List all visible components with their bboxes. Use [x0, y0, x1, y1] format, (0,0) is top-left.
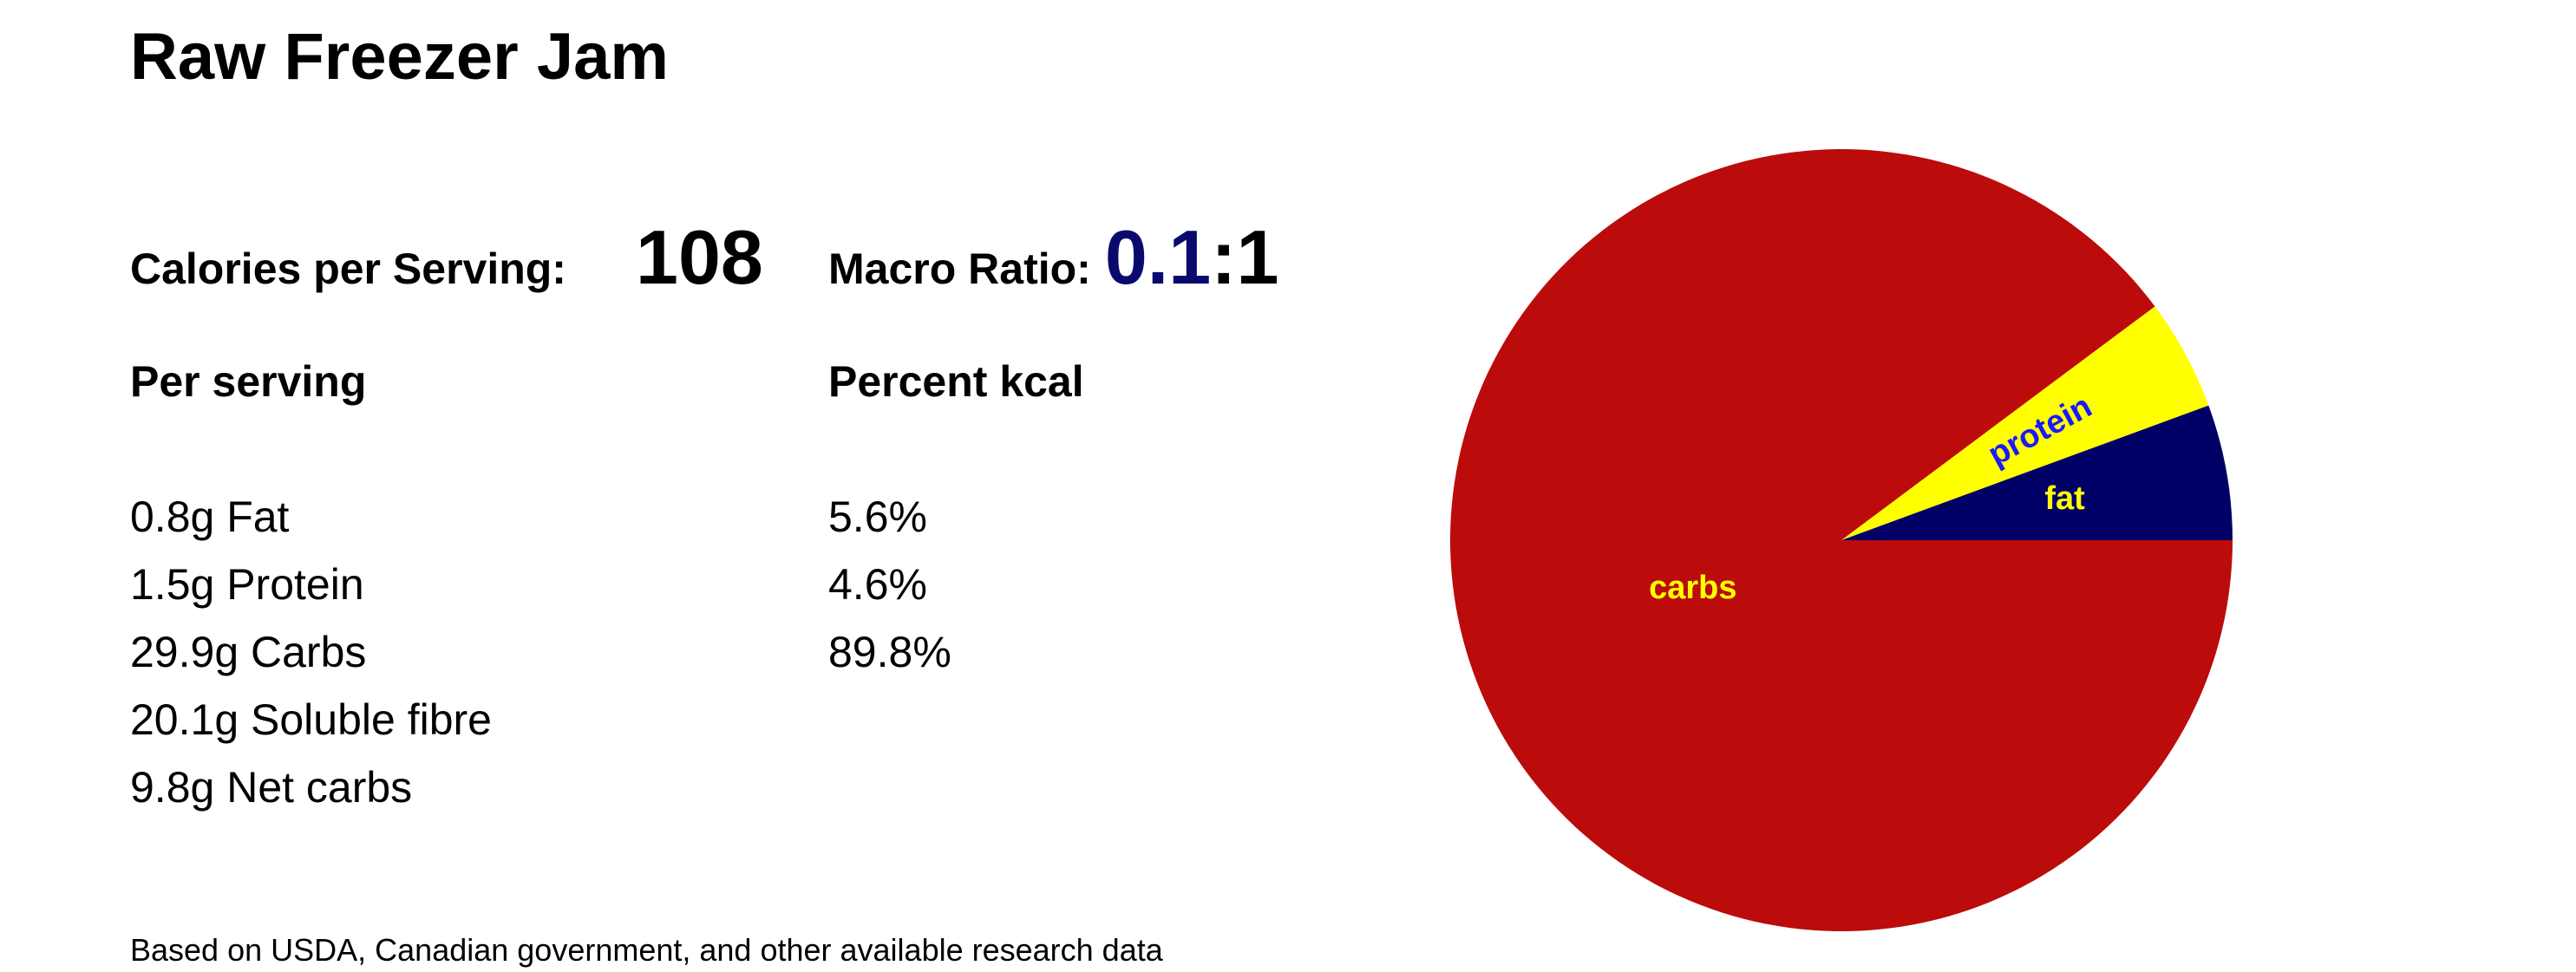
percent-kcal-item: 4.6%	[828, 560, 927, 609]
per-serving-item: 20.1g Soluble fibre	[130, 695, 492, 744]
slice-label: carbs	[1649, 570, 1736, 606]
percent-kcal-item: 89.8%	[828, 628, 951, 676]
pie-slice	[1449, 148, 2233, 931]
percent-kcal-item: 5.6%	[828, 493, 927, 541]
per-serving-item: 1.5g Protein	[130, 560, 364, 609]
per-serving-item: 0.8g Fat	[130, 493, 290, 541]
per-serving-item: 9.8g Net carbs	[130, 763, 412, 812]
per-serving-item: 29.9g Carbs	[130, 628, 366, 676]
footnote: Based on USDA, Canadian government, and …	[130, 932, 1164, 968]
page-title: Raw Freezer Jam	[130, 20, 669, 94]
lists: 0.8g Fat 1.5g Protein 29.9g Carbs 20.1g Sol…	[130, 493, 951, 812]
calories-label: Calories per Serving:	[130, 245, 566, 293]
percent-kcal-heading: Percent kcal	[828, 357, 1084, 406]
per-serving-heading: Per serving	[130, 357, 366, 406]
ratio-label: Macro Ratio:	[828, 245, 1091, 293]
calories-value: 108	[636, 214, 763, 300]
pie-slice	[1841, 306, 2209, 540]
ratio-rest: :1	[1211, 214, 1278, 300]
slice-label: fat	[2044, 480, 2085, 517]
pie-slice	[1841, 405, 2233, 540]
macro-ratio: Macro Ratio: 0.1:1	[828, 214, 1278, 300]
ratio-value: 0.1	[1105, 214, 1211, 300]
